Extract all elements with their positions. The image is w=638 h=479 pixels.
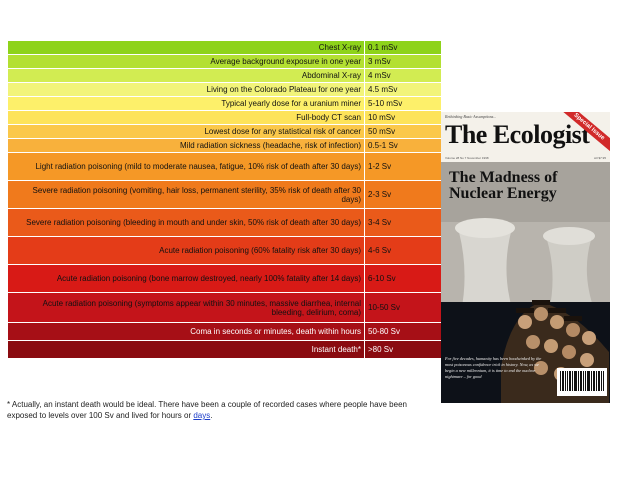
footnote: * Actually, an instant death would be id…	[7, 399, 432, 421]
cover-blurb: For five decades, humanity has been hood…	[445, 356, 542, 379]
dose-value: 10 mSv	[364, 110, 442, 125]
dose-description: Severe radiation poisoning (bleeding in …	[7, 208, 365, 237]
dose-description: Full-body CT scan	[7, 110, 365, 125]
dose-value: 4 mSv	[364, 68, 442, 83]
dose-value: 1-2 Sv	[364, 152, 442, 181]
dose-row: Acute radiation poisoning (60% fatality …	[7, 236, 442, 265]
dose-value: 50 mSv	[364, 124, 442, 139]
cover-photo-cooling-towers-crowd	[441, 162, 610, 403]
dose-value: 0.5-1 Sv	[364, 138, 442, 153]
dose-value: 50-80 Sv	[364, 322, 442, 341]
dose-description: Acute radiation poisoning (bone marrow d…	[7, 264, 365, 293]
dose-description: Mild radiation sickness (headache, risk …	[7, 138, 365, 153]
dose-row: Living on the Colorado Plateau for one y…	[7, 82, 442, 97]
dose-value: 3-4 Sv	[364, 208, 442, 237]
cover-headline: The Madness of Nuclear Energy	[449, 169, 558, 202]
footnote-end: .	[210, 411, 213, 420]
dose-row: Acute radiation poisoning (bone marrow d…	[7, 264, 442, 293]
dose-value: 6-10 Sv	[364, 264, 442, 293]
dose-value: 0.1 mSv	[364, 40, 442, 55]
dose-row: Abdominal X-ray 4 mSv	[7, 68, 442, 83]
dose-description: Coma in seconds or minutes, death within…	[7, 322, 365, 341]
radiation-dose-table: Chest X-ray 0.1 mSv Average background exp…	[7, 40, 442, 359]
dose-value: 2-3 Sv	[364, 180, 442, 209]
dose-row: Average background exposure in one year 3…	[7, 54, 442, 69]
barcode-icon	[557, 368, 607, 396]
dose-description: Typical yearly dose for a uranium miner	[7, 96, 365, 111]
dose-row: Chest X-ray 0.1 mSv	[7, 40, 442, 55]
dose-row: Severe radiation poisoning (bleeding in …	[7, 208, 442, 237]
dose-row: Full-body CT scan 10 mSv	[7, 110, 442, 125]
dose-description: Light radiation poisoning (mild to moder…	[7, 152, 365, 181]
dose-description: Acute radiation poisoning (60% fatality …	[7, 236, 365, 265]
dose-table-body: Chest X-ray 0.1 mSv Average background exp…	[7, 40, 442, 359]
dose-row: Severe radiation poisoning (vomiting, ha…	[7, 180, 442, 209]
dose-value: 4.5 mSv	[364, 82, 442, 97]
dose-value: >80 Sv	[364, 340, 442, 359]
dose-value: 4-6 Sv	[364, 236, 442, 265]
cover-price: £3 $7.95	[594, 156, 606, 160]
dose-row: Instant death* >80 Sv	[7, 340, 442, 359]
dose-row: Mild radiation sickness (headache, risk …	[7, 138, 442, 153]
cover-title: The Ecologist	[445, 120, 590, 149]
dose-row: Lowest dose for any statistical risk of …	[7, 124, 442, 139]
dose-description: Severe radiation poisoning (vomiting, ha…	[7, 180, 365, 209]
dose-value: 5-10 mSv	[364, 96, 442, 111]
dose-description: Instant death*	[7, 340, 365, 359]
dose-description: Living on the Colorado Plateau for one y…	[7, 82, 365, 97]
footnote-text: * Actually, an instant death would be id…	[7, 400, 407, 420]
dose-description: Abdominal X-ray	[7, 68, 365, 83]
dose-description: Chest X-ray	[7, 40, 365, 55]
dose-row: Light radiation poisoning (mild to moder…	[7, 152, 442, 181]
days-link[interactable]: days	[193, 411, 211, 420]
dose-value: 10-50 Sv	[364, 292, 442, 323]
cover-masthead: Rethinking Basic Assumptions... The Ecol…	[441, 112, 610, 162]
dose-row: Coma in seconds or minutes, death within…	[7, 322, 442, 341]
dose-description: Lowest dose for any statistical risk of …	[7, 124, 365, 139]
cover-issue-line: Volume 28 No 7 November 1998	[445, 156, 489, 160]
dose-row: Typical yearly dose for a uranium miner 5…	[7, 96, 442, 111]
dose-row: Acute radiation poisoning (symptoms appe…	[7, 292, 442, 323]
dose-description: Acute radiation poisoning (symptoms appe…	[7, 292, 365, 323]
cover-kicker: Rethinking Basic Assumptions...	[445, 114, 497, 119]
dose-description: Average background exposure in one year	[7, 54, 365, 69]
dose-value: 3 mSv	[364, 54, 442, 69]
ecologist-magazine-cover: Rethinking Basic Assumptions... The Ecol…	[441, 112, 610, 403]
